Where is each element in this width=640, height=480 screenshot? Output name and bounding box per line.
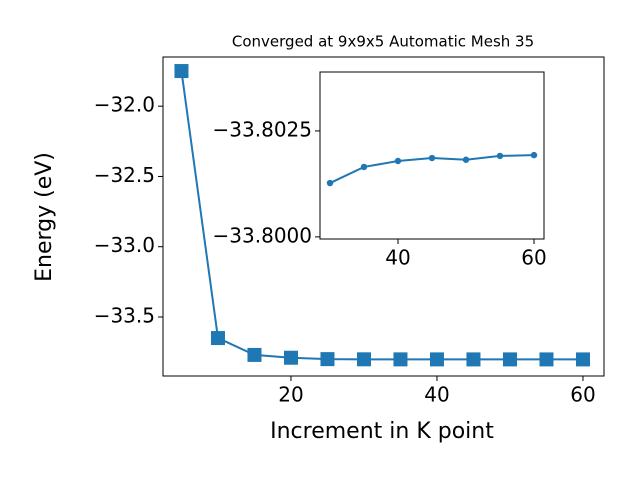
marker — [466, 352, 481, 367]
marker — [502, 352, 517, 367]
y-tick-label: −33.5 — [94, 303, 155, 327]
marker — [210, 331, 225, 346]
y-tick-label: −33.0 — [94, 233, 155, 257]
x-tick-label: 20 — [278, 383, 303, 407]
marker — [360, 163, 368, 171]
marker — [462, 156, 470, 163]
marker — [174, 64, 189, 79]
chart-title: Converged at 9x9x5 Automatic Mesh 35 — [232, 33, 534, 51]
marker — [356, 352, 371, 367]
axes-frame — [319, 71, 545, 240]
marker — [575, 352, 590, 367]
y-axis-label: Energy (eV) — [32, 152, 57, 282]
marker — [247, 347, 262, 362]
y-tick-label: −32.5 — [94, 163, 155, 187]
y-tick-label: −33.8000 — [213, 223, 312, 247]
y-tick-label: −32.0 — [94, 93, 155, 117]
marker — [326, 179, 334, 187]
x-tick-label: 40 — [424, 383, 449, 407]
marker — [496, 152, 504, 160]
marker — [530, 151, 538, 159]
marker — [394, 157, 402, 165]
x-tick-label: 40 — [385, 246, 410, 270]
x-tick-label: 60 — [570, 383, 595, 407]
y-tick-label: −33.8025 — [213, 117, 312, 141]
x-axis-label: Increment in K point — [270, 419, 494, 444]
marker — [428, 154, 436, 162]
marker — [393, 352, 408, 367]
axes-frame — [162, 56, 605, 377]
marker — [283, 350, 298, 365]
marker — [320, 352, 335, 367]
marker — [429, 352, 444, 367]
x-tick-label: 60 — [521, 246, 546, 270]
marker — [539, 352, 554, 367]
